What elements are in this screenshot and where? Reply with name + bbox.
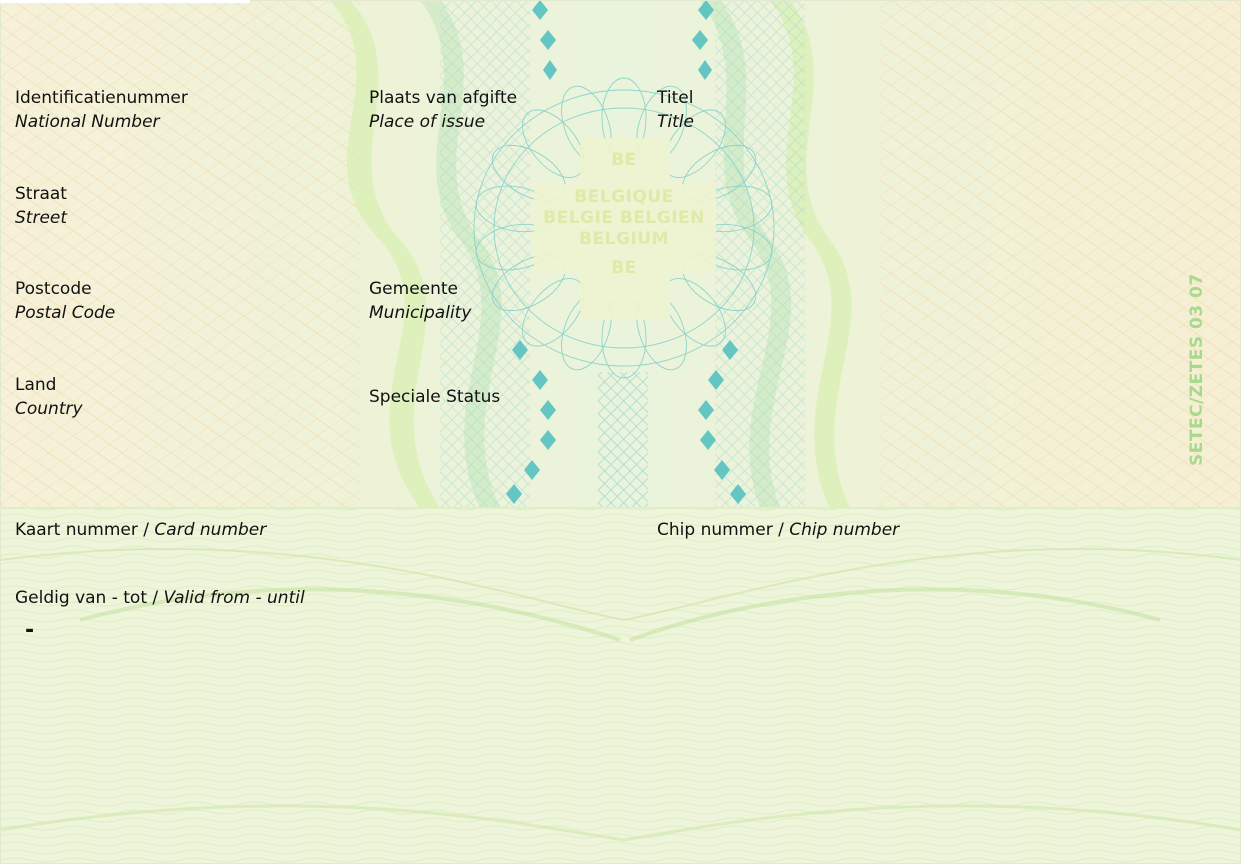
emblem-line-4: BELGIUM (579, 229, 669, 249)
street-en: Street (15, 208, 68, 228)
card-number-nl: Kaart nummer (15, 520, 138, 540)
chip-number-nl: Chip nummer (657, 520, 773, 540)
chip-number-label: Chip nummer / Chip number (657, 518, 899, 542)
chip-number-en: Chip number (789, 520, 900, 540)
title-label: Titel Title (657, 86, 694, 134)
postal-code-en: Postal Code (15, 303, 116, 323)
municipality-en: Municipality (369, 303, 472, 323)
chip-number-separator: / (772, 520, 790, 540)
card-number-en: Card number (154, 520, 267, 540)
validity-en: Valid from - until (163, 588, 305, 608)
national-number-label: Identificatienummer National Number (15, 86, 188, 134)
country-label: Land Country (15, 373, 83, 421)
emblem-line-5: BE (611, 258, 637, 278)
emblem-line-1: BE (611, 150, 637, 170)
postal-code-nl: Postcode (15, 279, 92, 299)
printer-code: SETEC/ZETES 03 07 (1187, 273, 1207, 466)
national-number-nl: Identificatienummer (15, 88, 188, 108)
emblem-line-3: BELGIE BELGIEN (543, 208, 705, 228)
title-en: Title (657, 112, 694, 132)
special-status-nl: Speciale Status (369, 387, 501, 407)
validity-label: Geldig van - tot / Valid from - until (15, 586, 305, 610)
municipality-nl: Gemeente (369, 279, 459, 299)
belgium-emblem: BE BELGIQUE BELGIE BELGIEN BELGIUM BE (524, 150, 724, 279)
country-en: Country (15, 399, 83, 419)
card-number-label: Kaart nummer / Card number (15, 518, 266, 542)
municipality-label: Gemeente Municipality (369, 277, 471, 325)
emblem-line-2: BELGIQUE (574, 187, 674, 207)
place-of-issue-en: Place of issue (369, 112, 486, 132)
place-of-issue-label: Plaats van afgifte Place of issue (369, 86, 517, 134)
postal-code-label: Postcode Postal Code (15, 277, 115, 325)
title-nl: Titel (657, 88, 694, 108)
special-status-label: Speciale Status (369, 385, 500, 409)
country-nl: Land (15, 375, 57, 395)
place-of-issue-nl: Plaats van afgifte (369, 88, 518, 108)
street-label: Straat Street (15, 182, 67, 230)
top-edge-strip (0, 0, 250, 3)
validity-nl: Geldig van - tot (15, 588, 147, 608)
printer-code-text: SETEC/ZETES 03 07 (1187, 273, 1207, 466)
card-number-separator: / (137, 520, 155, 540)
validity-value: - (25, 618, 35, 643)
validity-separator: / (147, 588, 164, 608)
street-nl: Straat (15, 184, 67, 204)
national-number-en: National Number (15, 112, 160, 132)
